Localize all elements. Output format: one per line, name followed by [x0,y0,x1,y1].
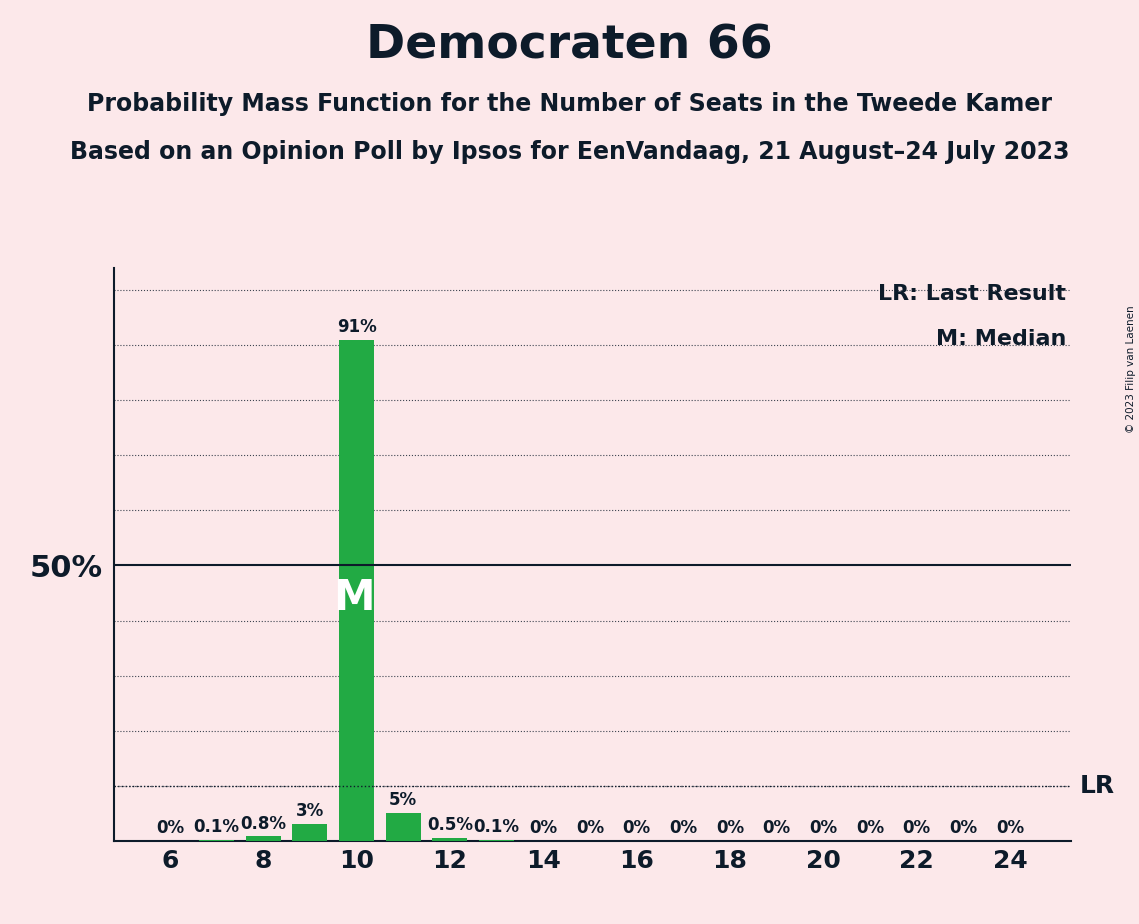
Text: M: M [334,578,375,619]
Text: 0%: 0% [763,819,790,837]
Text: 5%: 5% [390,792,417,809]
Text: LR: LR [1080,773,1115,797]
Text: Probability Mass Function for the Number of Seats in the Tweede Kamer: Probability Mass Function for the Number… [87,92,1052,116]
Text: 0%: 0% [623,819,650,837]
Bar [293,824,327,841]
Text: 0.5%: 0.5% [427,816,473,834]
Text: 91%: 91% [337,318,377,335]
Text: © 2023 Filip van Laenen: © 2023 Filip van Laenen [1126,306,1136,433]
Text: 0%: 0% [949,819,977,837]
Text: 0%: 0% [809,819,837,837]
Text: 0%: 0% [156,819,185,837]
Bar [339,339,374,841]
Text: Democraten 66: Democraten 66 [366,23,773,68]
Text: 0%: 0% [670,819,697,837]
Text: M: Median: M: Median [935,329,1066,348]
Text: 0%: 0% [530,819,557,837]
Bar [433,838,467,841]
Text: Based on an Opinion Poll by Ipsos for EenVandaag, 21 August–24 July 2023: Based on an Opinion Poll by Ipsos for Ee… [69,140,1070,164]
Text: 0.1%: 0.1% [474,819,519,836]
Text: 0%: 0% [902,819,931,837]
Text: 0.1%: 0.1% [194,819,239,836]
Bar [386,813,420,841]
Text: LR: Last Result: LR: Last Result [878,285,1066,305]
Text: 0%: 0% [995,819,1024,837]
Text: 0%: 0% [576,819,604,837]
Text: 0%: 0% [855,819,884,837]
Text: 0%: 0% [716,819,744,837]
Bar [246,836,280,841]
Text: 3%: 3% [296,802,323,821]
Text: 0.8%: 0.8% [240,815,286,833]
